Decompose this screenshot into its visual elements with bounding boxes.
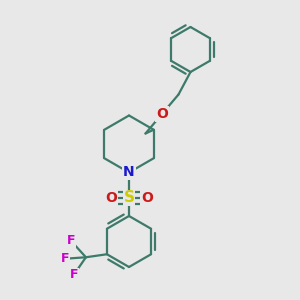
Text: F: F — [70, 268, 78, 281]
Text: O: O — [141, 191, 153, 205]
Text: F: F — [61, 252, 69, 265]
Text: N: N — [123, 166, 135, 179]
Text: O: O — [105, 191, 117, 205]
Text: F: F — [67, 234, 75, 247]
Text: O: O — [156, 107, 168, 121]
Text: S: S — [124, 190, 134, 206]
